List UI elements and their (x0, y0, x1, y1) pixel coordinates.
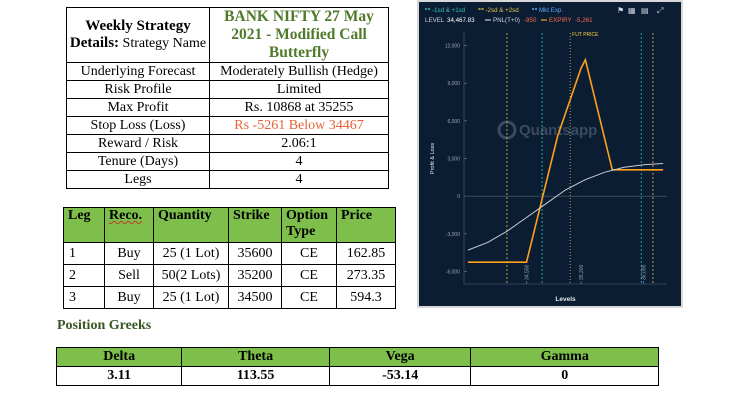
detail-label: Risk Profile (66, 80, 210, 99)
strategy-header-row: Weekly Strategy Details: Strategy Name B… (66, 7, 389, 63)
detail-value: 2.06:1 (209, 134, 389, 153)
legs-header-price: Price (336, 207, 396, 243)
strategy-name-value: BANK NIFTY 27 May 2021 - Modified Call B… (209, 7, 389, 63)
leg-strike: 34500 (228, 286, 282, 309)
status-expiry-value: -5,261 (575, 17, 593, 24)
legs-header-option-type: Option Type (281, 207, 337, 243)
legs-table: Leg Reco. Quantity Strike Option Type Pr… (63, 207, 396, 309)
leg-quantity: 25 (1 Lot) (153, 286, 229, 309)
series-line-t-0 (467, 163, 664, 251)
strategy-name-label: Weekly Strategy Details: Strategy Name (66, 7, 210, 63)
table-icon: ▤ (641, 6, 649, 15)
greek-value-gamma: 0 (470, 366, 659, 386)
fut-price-label: FUT PRICE (572, 32, 599, 38)
greek-header-delta: Delta (55, 347, 183, 367)
leg-quantity: 25 (1 Lot) (153, 242, 229, 265)
detail-value: 4 (209, 170, 389, 189)
leg-reco: Sell (104, 264, 154, 287)
greek-header-gamma: Gamma (470, 347, 659, 367)
legs-header-reco: Reco. (104, 207, 154, 243)
leg-quantity: 50(2 Lots) (153, 264, 229, 287)
greek-header-theta: Theta (181, 347, 330, 367)
detail-row: Tenure (Days) 4 (66, 152, 389, 171)
legs-header-strike: Strike (228, 207, 282, 243)
y-tick-label: 12,000 (445, 44, 461, 50)
y-tick-label: 6,000 (447, 119, 460, 125)
leg-strike: 35600 (228, 242, 282, 265)
leg-reco: Buy (104, 286, 154, 309)
legend-label: -1sd & +1sd (432, 7, 466, 14)
leg-price: 162.85 (336, 242, 396, 265)
bookmark-icon: ⚑ (617, 6, 624, 15)
detail-row: Risk Profile Limited (66, 80, 389, 99)
y-tick-label: 0 (457, 194, 460, 200)
greeks-table: Delta Theta Vega Gamma 3.11 113.55 -53.1… (55, 347, 659, 386)
leg-number: 1 (63, 242, 105, 265)
table-row: 2 Sell 50(2 Lots) 35200 CE 273.35 (63, 264, 396, 287)
detail-row: Reward / Risk 2.06:1 (66, 134, 389, 153)
status-level-value: 34,467.83 (447, 17, 475, 24)
series-line-expiry (467, 57, 664, 263)
status-pnl-label: PNL(T+0) (493, 17, 520, 24)
detail-value: Moderately Bullish (Hedge) (209, 62, 389, 81)
x-tick-label: 35,200 (579, 264, 585, 280)
watermark-text: Quantsapp (519, 122, 597, 139)
y-axis-label: Profit & Loss (430, 143, 436, 174)
stop-loss-value: Rs -5261 Below 34467 (209, 116, 389, 135)
legs-header-quantity: Quantity (153, 207, 229, 243)
detail-value: Rs. 10868 at 35255 (209, 98, 389, 117)
position-greeks-title: Position Greeks (57, 318, 152, 333)
status-expiry-label: EXPIRY (549, 17, 572, 24)
detail-label: Reward / Risk (66, 134, 210, 153)
payoff-chart-panel: -1sd & +1sd -2sd & +2sd Mkt Exp. ⚑ ▦ ▤ ⤢ LEVEL 3… (417, 0, 683, 308)
detail-value: Limited (209, 80, 389, 99)
detail-label: Underlying Forecast (66, 62, 210, 81)
expand-icon: ⤢ (656, 6, 663, 15)
leg-strike: 35200 (228, 264, 282, 287)
leg-option-type: CE (281, 286, 337, 309)
detail-label: Legs (66, 170, 210, 189)
greek-header-vega: Vega (328, 347, 472, 367)
leg-price: 594.3 (336, 286, 396, 309)
leg-option-type: CE (281, 242, 337, 265)
leg-reco: Buy (104, 242, 154, 265)
grid-icon: ▦ (628, 6, 636, 15)
detail-label: Max Profit (66, 98, 210, 117)
greeks-header-row: Delta Theta Vega Gamma (55, 347, 659, 367)
greeks-value-row: 3.11 113.55 -53.14 0 (55, 366, 659, 386)
strategy-details-table: Weekly Strategy Details: Strategy Name B… (66, 7, 389, 189)
detail-row: Legs 4 (66, 170, 389, 189)
y-tick-label: -3,000 (446, 232, 460, 238)
x-tick-label: 34,500 (524, 264, 530, 280)
detail-row: Underlying Forecast Moderately Bullish (… (66, 62, 389, 81)
leg-price: 273.35 (336, 264, 396, 287)
leg-number: 2 (63, 264, 105, 287)
legs-header-leg: Leg (63, 207, 105, 243)
leg-option-type: CE (281, 264, 337, 287)
table-row: 1 Buy 25 (1 Lot) 35600 CE 162.85 (63, 242, 396, 265)
greek-value-vega: -53.14 (328, 366, 472, 386)
status-level-label: LEVEL (425, 17, 445, 24)
detail-label: Stop Loss (Loss) (66, 116, 210, 135)
x-axis-label: Levels (555, 296, 576, 303)
detail-label: Tenure (Days) (66, 152, 210, 171)
y-tick-label: -6,000 (446, 269, 460, 275)
detail-row: Max Profit Rs. 10868 at 35255 (66, 98, 389, 117)
legend-label: Mkt Exp. (539, 7, 563, 14)
greek-value-delta: 3.11 (55, 366, 183, 386)
y-tick-label: 3,000 (447, 157, 460, 163)
greek-value-theta: 113.55 (181, 366, 330, 386)
legs-header-row: Leg Reco. Quantity Strike Option Type Pr… (63, 207, 396, 243)
detail-value: 4 (209, 152, 389, 171)
payoff-chart: -1sd & +1sd -2sd & +2sd Mkt Exp. ⚑ ▦ ▤ ⤢LEVEL 3… (425, 6, 667, 303)
legend-label: -2sd & +2sd (486, 7, 520, 14)
x-tick-label: 36,000 (642, 264, 648, 280)
status-pnl-value: -950 (524, 17, 537, 24)
y-tick-label: 9,000 (447, 81, 460, 87)
leg-number: 3 (63, 286, 105, 309)
table-row: 3 Buy 25 (1 Lot) 34500 CE 594.3 (63, 286, 396, 309)
detail-row: Stop Loss (Loss) Rs -5261 Below 34467 (66, 116, 389, 135)
